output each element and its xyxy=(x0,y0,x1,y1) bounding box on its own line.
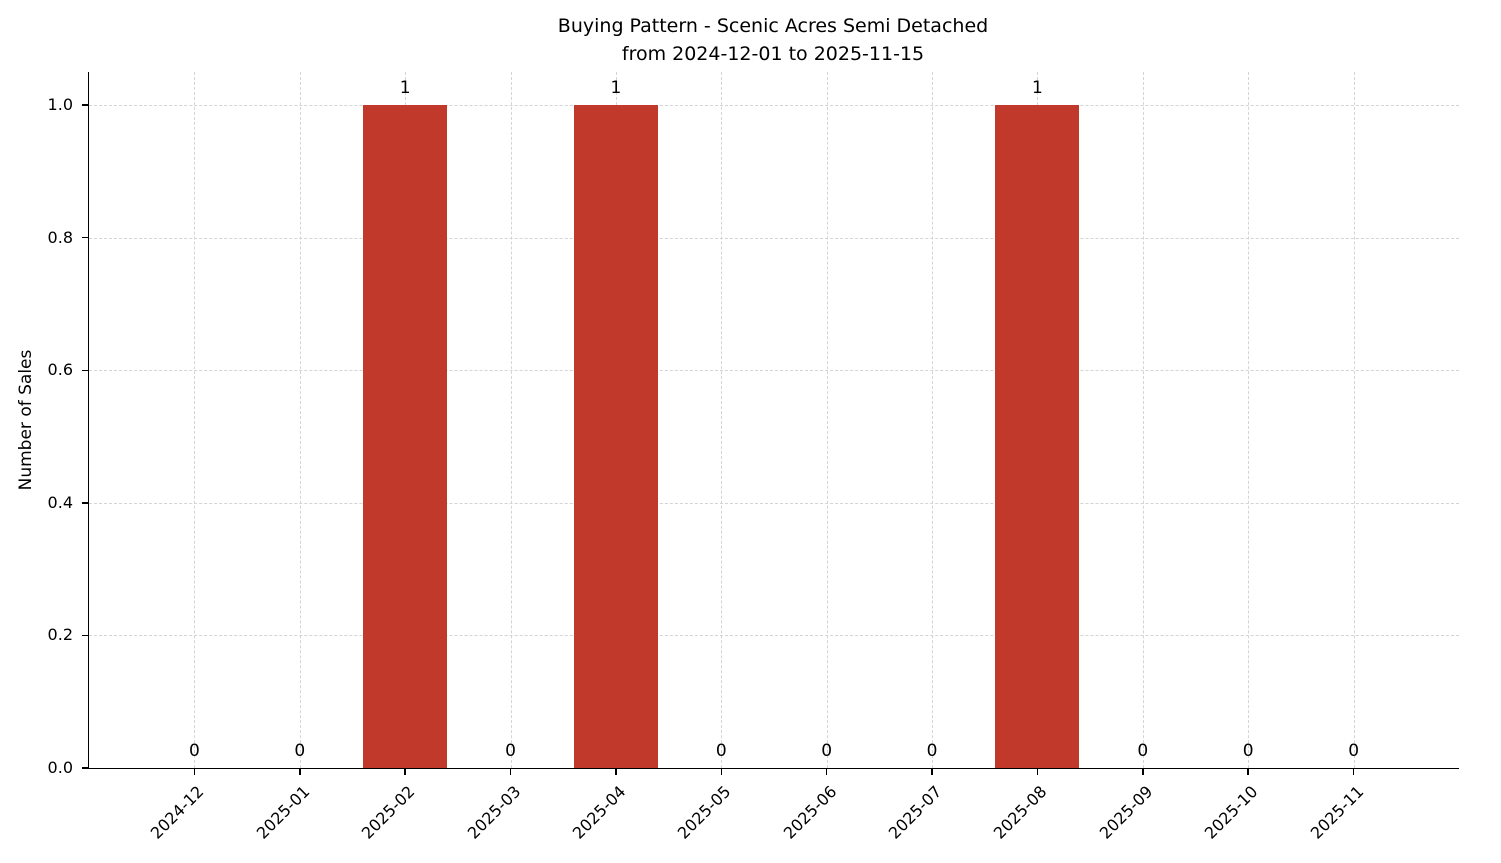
bar xyxy=(363,105,448,768)
y-tick-label: 1.0 xyxy=(47,95,73,115)
v-gridline xyxy=(932,72,934,768)
x-tick xyxy=(931,768,933,775)
x-tick-label: 2025-08 xyxy=(990,782,1051,843)
x-tick-label: 2025-10 xyxy=(1200,782,1262,843)
plot-area: 0.0 0.2 0.4 0.6 0.8 1.0 2024-12 0 2025-01 0 2025-0… xyxy=(48,72,1459,843)
bar xyxy=(573,105,658,768)
bar-value-label: 1 xyxy=(1032,78,1043,99)
bar-value-label: 0 xyxy=(1242,741,1254,761)
y-tick xyxy=(82,104,89,106)
chart-title: Buying Pattern - Scenic Acres Semi Detac… xyxy=(557,15,989,37)
x-tick-label: 2025-04 xyxy=(568,782,630,843)
v-gridline xyxy=(1248,72,1250,768)
y-tick xyxy=(82,369,89,372)
v-gridline xyxy=(194,72,196,768)
h-gridline xyxy=(89,370,1459,372)
h-gridline xyxy=(89,635,1459,637)
x-tick-label: 2025-09 xyxy=(1095,782,1157,843)
x-tick-label: 2025-02 xyxy=(357,782,419,843)
v-gridline xyxy=(721,72,723,768)
x-tick-label: 2025-11 xyxy=(1306,782,1368,843)
y-tick-label: 0.2 xyxy=(47,625,73,645)
x-tick xyxy=(509,768,512,775)
bar-value-label: 0 xyxy=(505,741,516,761)
x-tick-label: 2025-07 xyxy=(884,782,946,843)
h-gridline xyxy=(89,502,1459,504)
bar-value-label: 0 xyxy=(294,741,306,761)
x-tick xyxy=(720,768,723,775)
bar-value-label: 1 xyxy=(610,78,622,99)
bar-value-label: 0 xyxy=(1137,741,1149,761)
chart-subtitle: from 2024-12-01 to 2025-11-15 xyxy=(621,43,925,65)
bar-value-label: 0 xyxy=(1348,741,1360,761)
h-gridline xyxy=(89,105,1459,107)
title-block: Buying Pattern - Scenic Acres Semi Detac… xyxy=(88,12,1458,68)
x-tick-label: 2025-05 xyxy=(674,782,735,843)
x-tick xyxy=(1036,768,1039,775)
x-tick xyxy=(193,768,196,775)
v-gridline xyxy=(1142,72,1144,768)
x-tick xyxy=(404,768,406,775)
h-gridline xyxy=(89,237,1459,239)
v-gridline xyxy=(1353,72,1355,768)
bar-value-label: 1 xyxy=(399,78,411,99)
x-tick xyxy=(1352,768,1355,775)
x-tick xyxy=(1247,768,1249,775)
x-tick xyxy=(615,768,617,775)
x-tick xyxy=(299,768,301,775)
x-tick-label: 2025-01 xyxy=(252,782,314,843)
v-gridline xyxy=(826,72,828,768)
bar-value-label: 0 xyxy=(821,741,833,761)
x-tick xyxy=(1142,768,1144,775)
y-tick xyxy=(82,236,89,239)
x-tick-label: 2025-06 xyxy=(779,782,841,843)
y-tick-label: 0.4 xyxy=(47,492,73,512)
bar-value-label: 0 xyxy=(926,741,938,761)
y-tick xyxy=(82,634,89,637)
y-tick xyxy=(82,767,89,769)
bar-value-label: 0 xyxy=(715,741,727,761)
bar xyxy=(995,105,1080,768)
v-gridline xyxy=(510,72,512,768)
y-tick xyxy=(82,502,89,504)
y-tick-label: 0.8 xyxy=(47,227,73,247)
bar-value-label: 0 xyxy=(188,741,200,761)
x-tick-label: 2025-03 xyxy=(463,782,524,843)
v-gridline xyxy=(299,72,301,768)
y-tick-label: 0.0 xyxy=(47,758,73,777)
x-tick-label: 2024-12 xyxy=(147,782,208,843)
y-tick-label: 0.6 xyxy=(47,360,73,380)
x-tick xyxy=(825,768,828,775)
